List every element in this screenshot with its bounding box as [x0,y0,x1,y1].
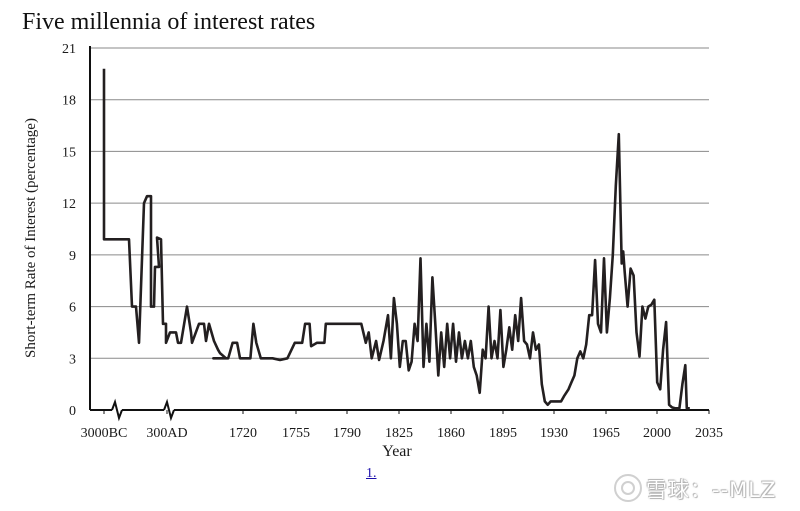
x-tick-label-1825: 1825 [385,426,413,441]
x-axis-tick-labels: 3000BC 300AD 1720 1755 1790 1825 1860 1895 1930 1… [81,410,723,441]
y-tick-label-21: 21 [62,42,76,57]
interest-rate-series-line [102,68,690,410]
x-tick-label-1895: 1895 [489,426,517,441]
y-tick-label-3: 3 [69,352,76,367]
watermark: 雪球：--MLZ [614,474,776,504]
x-tick-label-1965: 1965 [592,426,620,441]
watermark-text: 雪球：--MLZ [646,478,777,502]
y-axis-label: Short-term Rate of Interest (percentage) [23,118,39,358]
axes [89,46,709,411]
x-tick-label-3000BC: 3000BC [81,426,128,441]
x-tick-label-1790: 1790 [333,426,361,441]
y-tick-label-9: 9 [69,249,76,264]
x-tick-label-2035: 2035 [695,426,723,441]
x-tick-label-1930: 1930 [540,426,568,441]
axis-break-1 [111,398,123,422]
y-tick-label-0: 0 [69,404,76,419]
y-tick-label-6: 6 [69,301,76,316]
y-tick-label-18: 18 [62,94,76,109]
y-axis-tick-labels: 0 3 6 9 12 15 18 21 [62,42,76,419]
x-tick-label-1720: 1720 [229,426,257,441]
y-tick-label-15: 15 [62,145,76,160]
x-tick-label-1860: 1860 [437,426,465,441]
footnote-link[interactable]: 1. [366,466,377,481]
chart-title: Five millennia of interest rates [22,9,315,35]
x-tick-label-300AD: 300AD [146,426,187,441]
axis-break-2 [163,398,175,422]
y-tick-label-12: 12 [62,197,76,212]
gridlines [90,47,709,359]
x-axis-label: Year [382,443,412,460]
x-tick-label-1755: 1755 [282,426,310,441]
x-axis-breaks [111,398,175,422]
x-tick-label-2000: 2000 [643,426,671,441]
snowball-logo-icon [614,474,642,502]
